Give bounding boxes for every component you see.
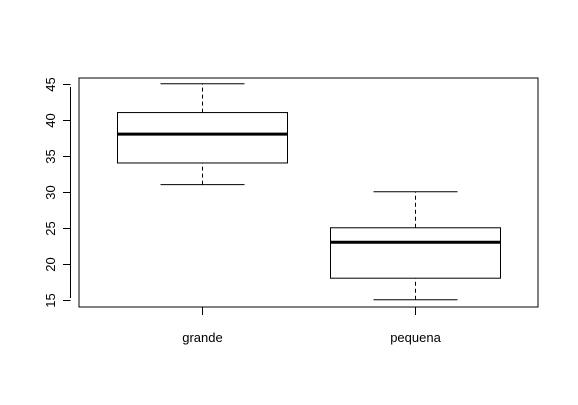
x-axis-labels: grande pequena — [182, 307, 442, 345]
iqr-box — [117, 112, 288, 164]
x-tick-label: grande — [182, 330, 222, 345]
box-pequena — [330, 191, 501, 301]
y-tick-label: 25 — [43, 221, 58, 235]
y-tick-label: 20 — [43, 257, 58, 271]
y-tick-label: 30 — [43, 185, 58, 199]
x-tick-label: pequena — [390, 330, 441, 345]
boxes-layer — [117, 83, 501, 301]
y-tick-label: 15 — [43, 293, 58, 307]
box-grande — [117, 83, 288, 186]
y-tick-label: 45 — [43, 77, 58, 91]
y-tick-label: 35 — [43, 149, 58, 163]
iqr-box — [330, 227, 501, 279]
y-axis-ticks: 15 20 25 30 35 40 45 — [43, 77, 71, 308]
plot-frame — [78, 77, 539, 308]
y-tick-label: 40 — [43, 113, 58, 127]
